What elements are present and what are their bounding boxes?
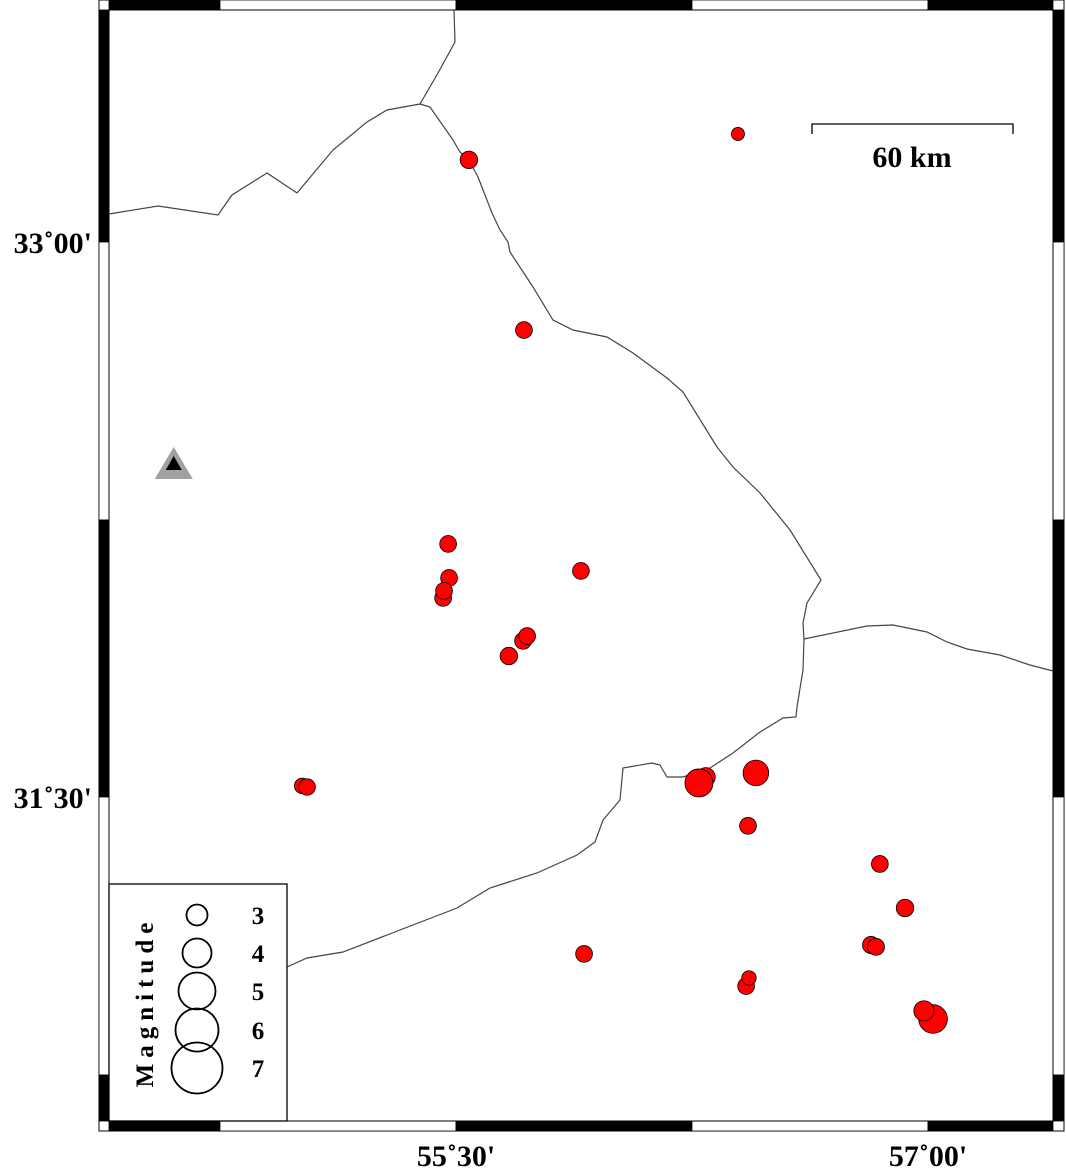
earthquake-marker xyxy=(515,321,533,339)
frame-segment xyxy=(691,0,929,11)
frame-segment xyxy=(1052,1074,1065,1122)
frame-segment xyxy=(98,519,110,798)
earthquake-marker xyxy=(895,898,915,918)
legend-label: 4 xyxy=(252,941,265,968)
earthquake-marker xyxy=(731,127,745,141)
earthquake-marker xyxy=(684,768,714,798)
legend: Magnitude 3 4 5 6 7 xyxy=(108,883,288,1122)
frame-segment xyxy=(219,0,457,11)
frame-segment xyxy=(108,0,221,11)
earthquake-marker xyxy=(913,1000,935,1022)
province-borders xyxy=(108,9,1054,968)
frame-segment xyxy=(98,796,110,1076)
legend-title: Magnitude xyxy=(132,917,159,1088)
legend-circle-icon xyxy=(177,971,217,1011)
earthquake-marker xyxy=(742,759,770,787)
earthquake-marker xyxy=(499,646,519,666)
legend-label: 7 xyxy=(252,1056,265,1083)
legend-label: 3 xyxy=(252,903,265,930)
earthquake-marker xyxy=(867,938,885,956)
lon-tick-label: 55˚30' xyxy=(417,1140,495,1170)
frame-segment xyxy=(927,0,1054,11)
lat-tick-label: 31˚30' xyxy=(14,782,92,815)
border-line xyxy=(803,624,1054,672)
legend-box xyxy=(108,883,288,1122)
lat-tick-label: 33˚00' xyxy=(14,227,92,260)
border-line xyxy=(108,103,421,216)
earthquake-marker xyxy=(439,535,457,553)
frame-segment xyxy=(1052,9,1065,243)
earthquake-marker xyxy=(871,855,889,873)
legend-circle-icon xyxy=(185,903,209,927)
scale-bar-line xyxy=(811,123,1014,134)
frame-segment xyxy=(219,1120,457,1132)
earthquake-marker xyxy=(518,627,536,645)
legend-circle-icon xyxy=(181,937,213,969)
frame-segment xyxy=(1052,519,1065,798)
scale-bar-label: 60 km xyxy=(872,141,951,174)
tick-labels: 33˚00' 31˚30' 55˚30' 57˚00' xyxy=(14,227,967,1170)
legend-label: 5 xyxy=(252,979,265,1006)
frame-segment xyxy=(927,1120,1054,1132)
frame-segment xyxy=(1052,241,1065,521)
border-line xyxy=(419,9,456,105)
earthquake-marker xyxy=(741,970,757,986)
earthquake-marker xyxy=(575,945,593,963)
frame-segment xyxy=(455,0,693,11)
map-area xyxy=(108,9,1054,1122)
legend-label: 6 xyxy=(252,1018,265,1045)
earthquake-events xyxy=(294,127,948,1034)
earthquake-marker xyxy=(298,778,316,796)
frame-segment xyxy=(691,1120,929,1132)
legend-circle-icon xyxy=(174,1007,220,1053)
earthquake-marker xyxy=(459,150,479,169)
seismic-station xyxy=(154,447,193,479)
frame-segment xyxy=(455,1120,693,1132)
legend-circle-icon xyxy=(170,1041,224,1095)
scale-bar: 60 km xyxy=(811,123,1014,174)
frame-segment xyxy=(1052,796,1065,1076)
earthquake-marker xyxy=(435,582,453,600)
earthquake-marker xyxy=(739,817,757,835)
lon-tick-label: 57˚00' xyxy=(889,1140,967,1170)
earthquake-marker xyxy=(572,562,590,580)
frame-segment xyxy=(98,9,110,243)
border-line xyxy=(286,103,822,968)
frame-segment xyxy=(98,241,110,521)
station-inner-triangle-icon xyxy=(165,456,182,470)
frame-segment xyxy=(98,1074,110,1122)
frame-segment xyxy=(108,1120,221,1132)
